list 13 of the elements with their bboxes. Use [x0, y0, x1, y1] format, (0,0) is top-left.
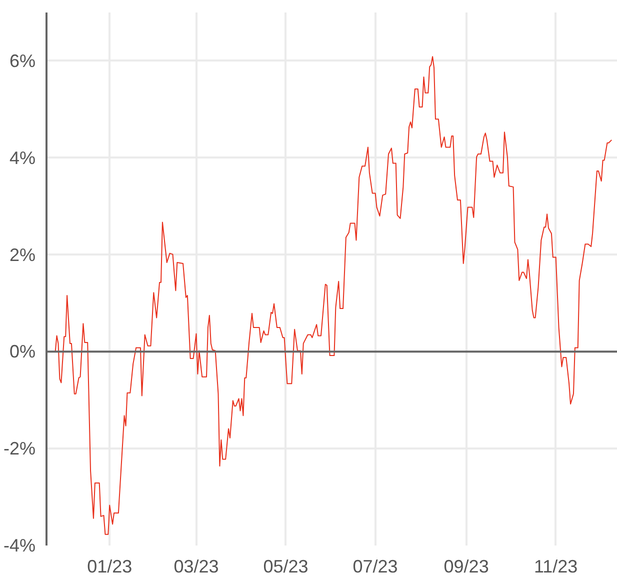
y-tick-label: -2%	[3, 438, 36, 459]
x-tick-label: 11/23	[534, 556, 578, 576]
x-tick-label: 09/23	[444, 556, 489, 576]
x-tick-label: 01/23	[87, 556, 132, 576]
line-series	[54, 56, 612, 535]
y-tick-label: 6%	[9, 50, 36, 71]
y-tick-label: 4%	[9, 148, 36, 168]
y-tick-label: -4%	[3, 536, 36, 556]
x-tick-label: 07/23	[352, 556, 398, 576]
x-tick-label: 05/23	[263, 556, 308, 576]
y-tick-label: 0%	[9, 342, 36, 362]
x-tick-label: 03/23	[174, 556, 219, 576]
y-tick-label: 2%	[9, 244, 36, 265]
